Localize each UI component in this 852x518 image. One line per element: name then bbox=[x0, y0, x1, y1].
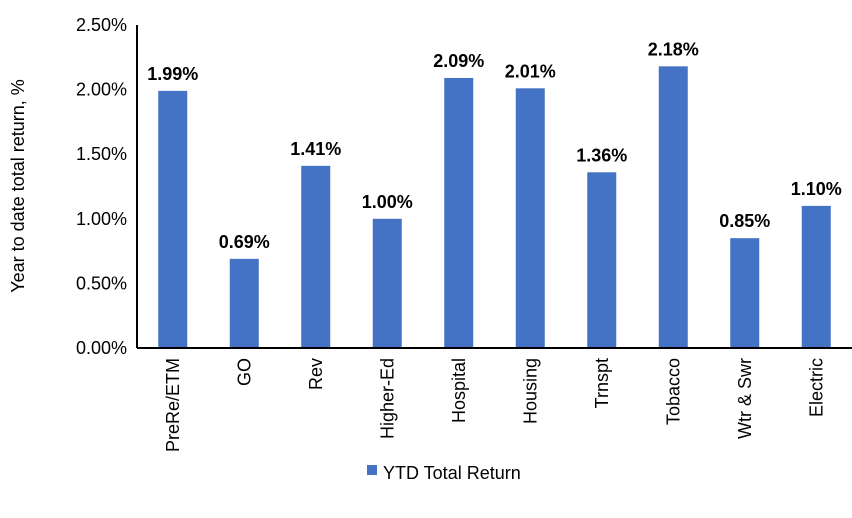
bar-hospital bbox=[444, 77, 474, 349]
y-tick-label: 0.00% bbox=[76, 338, 127, 358]
bar-tobacco bbox=[658, 66, 688, 349]
x-tick-label: GO bbox=[234, 358, 254, 386]
y-tick-label: 1.00% bbox=[76, 209, 127, 229]
y-tick-label: 2.50% bbox=[76, 15, 127, 35]
legend: YTD Total Return bbox=[367, 463, 521, 483]
data-label: 2.01% bbox=[505, 61, 556, 81]
x-tick-label: Electric bbox=[806, 358, 826, 417]
y-tick-label: 1.50% bbox=[76, 144, 127, 164]
x-tick-label: Rev bbox=[306, 358, 326, 390]
x-tick-label: Higher-Ed bbox=[377, 358, 397, 439]
x-tick-label: Housing bbox=[520, 358, 540, 424]
data-label: 1.36% bbox=[576, 145, 627, 165]
x-tick-label: Wtr & Swr bbox=[735, 358, 755, 439]
data-label: 2.18% bbox=[648, 39, 699, 59]
bar-prere-etm bbox=[158, 90, 188, 348]
legend-swatch bbox=[367, 465, 377, 475]
x-tick-label: Trnspt bbox=[592, 358, 612, 408]
bar-housing bbox=[515, 88, 545, 349]
bar-higher-ed bbox=[372, 218, 402, 348]
x-tick-label: Tobacco bbox=[663, 358, 683, 425]
bar-wtr-swr bbox=[730, 238, 760, 348]
data-label: 1.41% bbox=[290, 139, 341, 159]
data-label: 1.99% bbox=[147, 64, 198, 84]
y-tick-label: 0.50% bbox=[76, 273, 127, 293]
data-label: 1.00% bbox=[362, 192, 413, 212]
data-label: 0.69% bbox=[219, 232, 270, 252]
bar-go bbox=[229, 258, 259, 348]
legend-label: YTD Total Return bbox=[383, 463, 521, 483]
data-label: 2.09% bbox=[433, 51, 484, 71]
x-tick-label: Hospital bbox=[449, 358, 469, 423]
bar-rev bbox=[301, 165, 331, 348]
data-label: 0.85% bbox=[719, 211, 770, 231]
data-label: 1.10% bbox=[791, 179, 842, 199]
bar-trnspt bbox=[587, 172, 617, 348]
x-tick-label: PreRe/ETM bbox=[163, 358, 183, 452]
y-axis-label: Year to date total return, % bbox=[8, 79, 28, 292]
y-tick-label: 2.00% bbox=[76, 80, 127, 100]
bar-electric bbox=[801, 205, 831, 348]
